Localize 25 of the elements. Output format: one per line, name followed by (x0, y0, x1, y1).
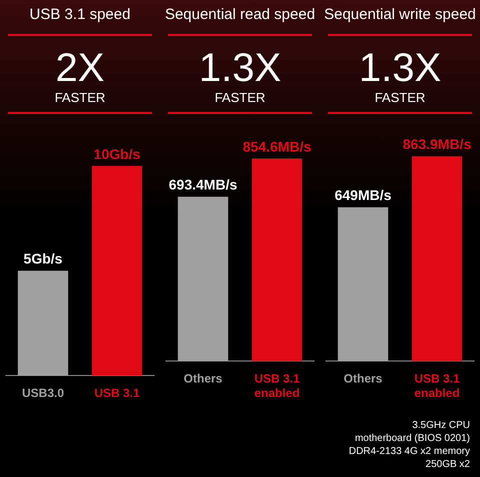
chart-subtitle: 1.3X (198, 46, 282, 90)
data-label: 693.4MB/s (168, 176, 238, 193)
text: DDR4-2133 4G x2 memory (348, 445, 470, 458)
x-tick-label: USB 3.1 enabled (414, 372, 460, 400)
x-tick-label: USB3.0 (22, 386, 64, 400)
chart-title: Sequential read speed (164, 6, 316, 25)
chart-title: Sequential write speed (323, 6, 477, 25)
text: FASTER (54, 90, 106, 107)
text: FASTER (374, 90, 426, 107)
text: FASTER (214, 90, 266, 107)
data-label: 649MB/s (334, 187, 392, 204)
text: 3.5GHz CPU (411, 419, 470, 432)
data-label: 10Gb/s (94, 146, 141, 162)
text: 250GB x2 (424, 458, 470, 471)
data-label: 5Gb/s (24, 250, 63, 267)
chart-title: USB 3.1 speed (28, 6, 132, 25)
x-tick-label: USB 3.1 enabled (254, 372, 300, 400)
chart-subtitle: 1.3X (358, 46, 442, 90)
x-tick-label: USB 3.1 (94, 386, 140, 400)
text: motherboard (BIOS 0201) (354, 432, 470, 445)
data-label: 863.9MB/s (402, 136, 472, 152)
chart-subtitle: 2X (54, 46, 106, 90)
x-tick-label: Others (184, 372, 223, 386)
x-tick-label: Others (344, 372, 383, 386)
data-label: 854.6MB/s (242, 138, 312, 154)
